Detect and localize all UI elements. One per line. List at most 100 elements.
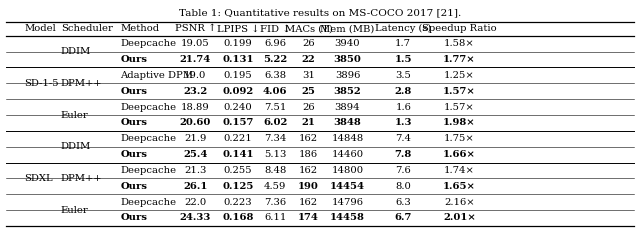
Text: 22: 22 — [301, 55, 316, 64]
Text: 0.195: 0.195 — [224, 71, 252, 80]
Text: 2.8: 2.8 — [395, 87, 412, 96]
Text: Deepcache: Deepcache — [120, 166, 177, 175]
Text: 21.3: 21.3 — [184, 166, 206, 175]
Text: Mem (MB): Mem (MB) — [321, 24, 374, 33]
Text: 1.57×: 1.57× — [444, 103, 475, 112]
Text: 3940: 3940 — [335, 39, 360, 48]
Text: Ours: Ours — [120, 182, 147, 191]
Text: 1.7: 1.7 — [396, 39, 412, 48]
Text: 0.221: 0.221 — [224, 134, 252, 143]
Text: DPM++: DPM++ — [61, 174, 102, 183]
Text: 1.74×: 1.74× — [444, 166, 475, 175]
Text: 1.5: 1.5 — [394, 55, 412, 64]
Text: 21: 21 — [301, 119, 316, 128]
Text: 1.58×: 1.58× — [444, 39, 475, 48]
Text: 7.34: 7.34 — [264, 134, 286, 143]
Text: 7.6: 7.6 — [396, 166, 411, 175]
Text: Table 1: Quantitative results on MS-COCO 2017 [21].: Table 1: Quantitative results on MS-COCO… — [179, 8, 461, 17]
Text: 0.223: 0.223 — [224, 198, 252, 207]
Text: 1.65×: 1.65× — [443, 182, 476, 191]
Text: 0.240: 0.240 — [224, 103, 252, 112]
Text: 25: 25 — [301, 87, 316, 96]
Text: SD-1-5: SD-1-5 — [24, 79, 59, 88]
Text: Deepcache: Deepcache — [120, 198, 177, 207]
Text: 7.4: 7.4 — [396, 134, 412, 143]
Text: DDIM: DDIM — [61, 142, 91, 151]
Text: 3850: 3850 — [333, 55, 362, 64]
Text: 3848: 3848 — [333, 119, 362, 128]
Text: 1.6: 1.6 — [396, 103, 411, 112]
Text: Speedup Ratio: Speedup Ratio — [422, 24, 497, 33]
Text: 23.2: 23.2 — [183, 87, 207, 96]
Text: 7.8: 7.8 — [395, 150, 412, 159]
Text: Adaptive DPM: Adaptive DPM — [120, 71, 193, 80]
Text: 7.36: 7.36 — [264, 198, 286, 207]
Text: Euler: Euler — [61, 110, 88, 119]
Text: 2.16×: 2.16× — [444, 198, 475, 207]
Text: 5.13: 5.13 — [264, 150, 286, 159]
Text: 3852: 3852 — [333, 87, 362, 96]
Text: 7.51: 7.51 — [264, 103, 286, 112]
Text: 31: 31 — [302, 71, 315, 80]
Text: Latency (s): Latency (s) — [375, 24, 431, 33]
Text: Deepcache: Deepcache — [120, 39, 177, 48]
Text: 6.3: 6.3 — [396, 198, 411, 207]
Text: 1.75×: 1.75× — [444, 134, 475, 143]
Text: MACs (T): MACs (T) — [285, 24, 332, 33]
Text: 174: 174 — [298, 213, 319, 222]
Text: 24.33: 24.33 — [179, 213, 211, 222]
Text: 8.0: 8.0 — [396, 182, 411, 191]
Text: Scheduler: Scheduler — [61, 24, 113, 33]
Text: FID ↓: FID ↓ — [260, 24, 291, 33]
Text: 4.06: 4.06 — [263, 87, 287, 96]
Text: LPIPS ↓: LPIPS ↓ — [217, 24, 259, 33]
Text: 190: 190 — [298, 182, 319, 191]
Text: 14796: 14796 — [332, 198, 364, 207]
Text: Ours: Ours — [120, 87, 147, 96]
Text: Ours: Ours — [120, 119, 147, 128]
Text: 26.1: 26.1 — [183, 182, 207, 191]
Text: 3894: 3894 — [335, 103, 360, 112]
Text: 14458: 14458 — [330, 213, 365, 222]
Text: 1.3: 1.3 — [394, 119, 412, 128]
Text: 14454: 14454 — [330, 182, 365, 191]
Text: 18.89: 18.89 — [181, 103, 209, 112]
Text: 21.9: 21.9 — [184, 134, 206, 143]
Text: 0.168: 0.168 — [222, 213, 254, 222]
Text: 21.74: 21.74 — [180, 55, 211, 64]
Text: 19.05: 19.05 — [181, 39, 209, 48]
Text: 6.02: 6.02 — [263, 119, 287, 128]
Text: 0.131: 0.131 — [222, 55, 254, 64]
Text: Deepcache: Deepcache — [120, 103, 177, 112]
Text: DDIM: DDIM — [61, 47, 91, 56]
Text: 186: 186 — [299, 150, 318, 159]
Text: 0.141: 0.141 — [222, 150, 254, 159]
Text: 14800: 14800 — [332, 166, 364, 175]
Text: 1.98×: 1.98× — [444, 119, 476, 128]
Text: Ours: Ours — [120, 150, 147, 159]
Text: Deepcache: Deepcache — [120, 134, 177, 143]
Text: Model: Model — [24, 24, 56, 33]
Text: Ours: Ours — [120, 55, 147, 64]
Text: 0.125: 0.125 — [222, 182, 254, 191]
Text: 3896: 3896 — [335, 71, 360, 80]
Text: 6.38: 6.38 — [264, 71, 286, 80]
Text: 6.96: 6.96 — [264, 39, 286, 48]
Text: 162: 162 — [299, 166, 318, 175]
Text: 0.092: 0.092 — [223, 87, 253, 96]
Text: 8.48: 8.48 — [264, 166, 286, 175]
Text: 0.255: 0.255 — [224, 166, 252, 175]
Text: 2.01×: 2.01× — [443, 213, 476, 222]
Text: 162: 162 — [299, 198, 318, 207]
Text: 14460: 14460 — [332, 150, 364, 159]
Text: PSNR ↑: PSNR ↑ — [175, 24, 216, 33]
Text: 6.11: 6.11 — [264, 213, 286, 222]
Text: 1.57×: 1.57× — [443, 87, 476, 96]
Text: DPM++: DPM++ — [61, 79, 102, 88]
Text: 0.157: 0.157 — [222, 119, 254, 128]
Text: 20.60: 20.60 — [179, 119, 211, 128]
Text: 26: 26 — [302, 103, 315, 112]
Text: 14848: 14848 — [332, 134, 364, 143]
Text: 1.25×: 1.25× — [444, 71, 475, 80]
Text: 0.199: 0.199 — [224, 39, 252, 48]
